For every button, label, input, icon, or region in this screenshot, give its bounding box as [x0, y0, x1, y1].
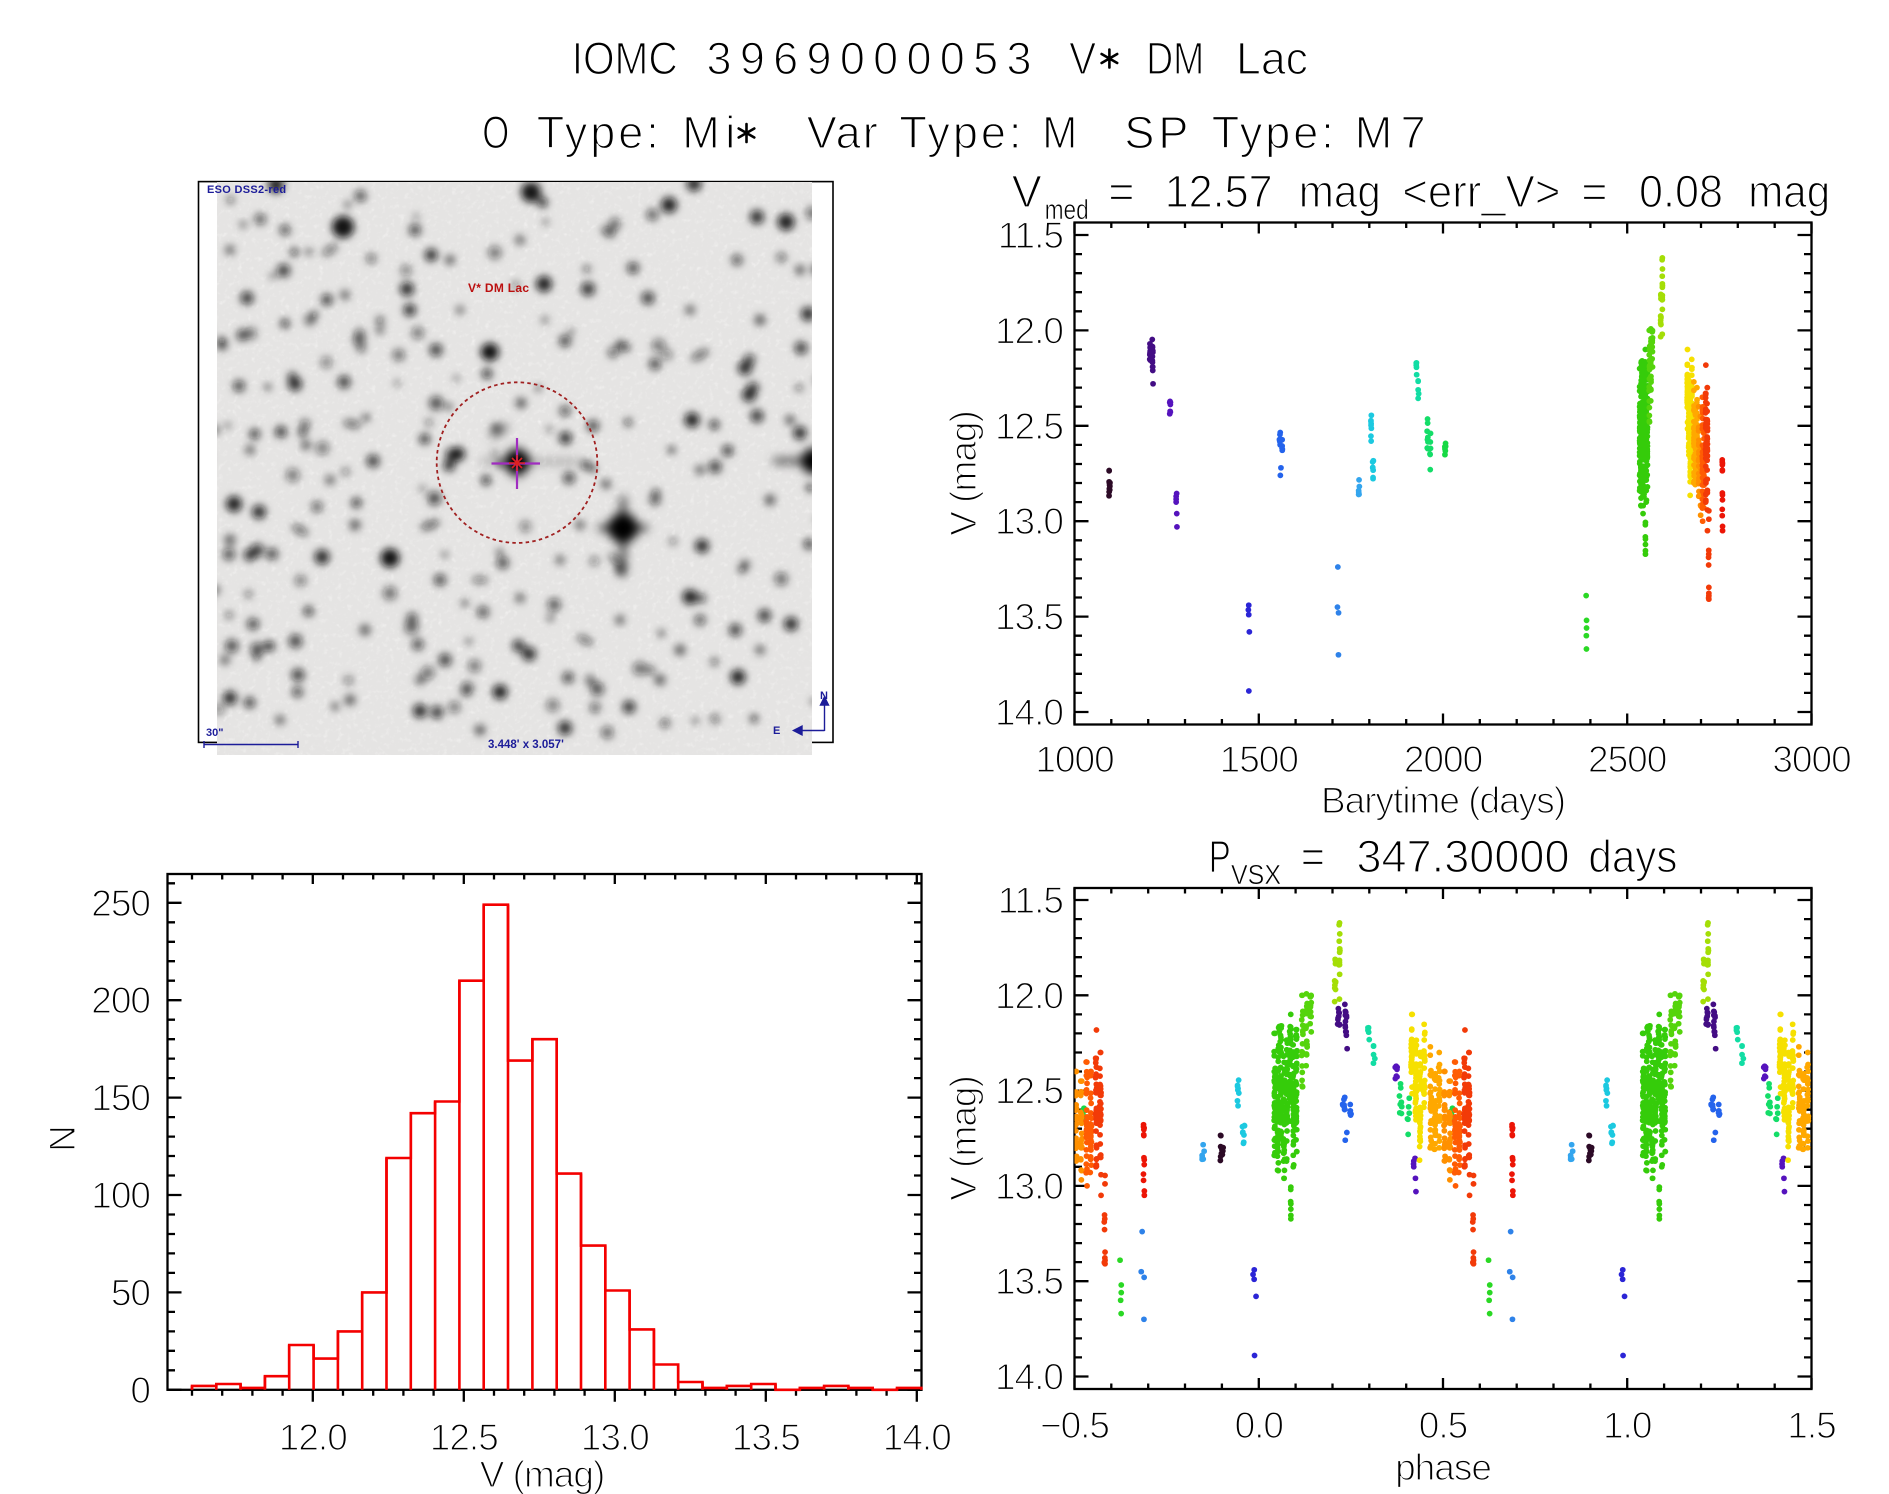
svg-text:V (mag): V (mag) [480, 1454, 605, 1494]
svg-text:0.5: 0.5 [1419, 1405, 1468, 1446]
svg-text:13.0: 13.0 [995, 501, 1063, 542]
svg-text:11.5: 11.5 [998, 880, 1064, 921]
svg-text:150: 150 [91, 1078, 150, 1119]
svg-text:phase: phase [1395, 1447, 1491, 1488]
svg-text:13.0: 13.0 [995, 1166, 1063, 1207]
svg-text:N: N [820, 690, 828, 702]
svg-text:12.0: 12.0 [995, 975, 1063, 1016]
svg-text:14.0: 14.0 [995, 692, 1063, 733]
svg-text:N: N [42, 1126, 83, 1152]
svg-text:13.0: 13.0 [581, 1417, 649, 1458]
svg-text:1.0: 1.0 [1603, 1405, 1652, 1446]
svg-text:3000: 3000 [1772, 739, 1851, 780]
svg-text:Barytime (days): Barytime (days) [1321, 780, 1565, 821]
svg-text:14.0: 14.0 [883, 1417, 951, 1458]
svg-text:2500: 2500 [1588, 739, 1667, 780]
svg-text:12.5: 12.5 [995, 1071, 1063, 1112]
svg-text:250: 250 [91, 883, 150, 924]
svg-text:13.5: 13.5 [732, 1417, 800, 1458]
svg-text:3.448' x 3.057': 3.448' x 3.057' [488, 739, 564, 751]
svg-text:E: E [773, 725, 780, 737]
svg-text:0.0: 0.0 [1235, 1405, 1284, 1446]
svg-text:12.0: 12.0 [279, 1417, 347, 1458]
svg-text:0: 0 [130, 1370, 150, 1411]
svg-text:ESO DSS2-red: ESO DSS2-red [207, 184, 286, 196]
svg-text:30": 30" [206, 727, 223, 739]
svg-text:12.0: 12.0 [995, 310, 1063, 351]
svg-text:11.5: 11.5 [998, 215, 1064, 256]
svg-text:−0.5: −0.5 [1040, 1405, 1109, 1446]
svg-text:100: 100 [91, 1175, 150, 1216]
svg-text:2000: 2000 [1404, 739, 1483, 780]
svg-text:13.5: 13.5 [995, 597, 1063, 638]
svg-text:12.5: 12.5 [430, 1417, 498, 1458]
svg-text:V* DM Lac: V* DM Lac [468, 281, 529, 295]
svg-text:13.5: 13.5 [995, 1261, 1063, 1302]
svg-text:1500: 1500 [1220, 739, 1299, 780]
svg-text:12.5: 12.5 [995, 406, 1063, 447]
svg-text:1.5: 1.5 [1787, 1405, 1836, 1446]
svg-text:V (mag): V (mag) [943, 1076, 984, 1201]
svg-text:50: 50 [111, 1272, 151, 1313]
svg-text:V (mag): V (mag) [943, 411, 984, 536]
svg-text:14.0: 14.0 [995, 1357, 1063, 1398]
svg-text:200: 200 [91, 980, 150, 1021]
svg-text:1000: 1000 [1035, 739, 1114, 780]
